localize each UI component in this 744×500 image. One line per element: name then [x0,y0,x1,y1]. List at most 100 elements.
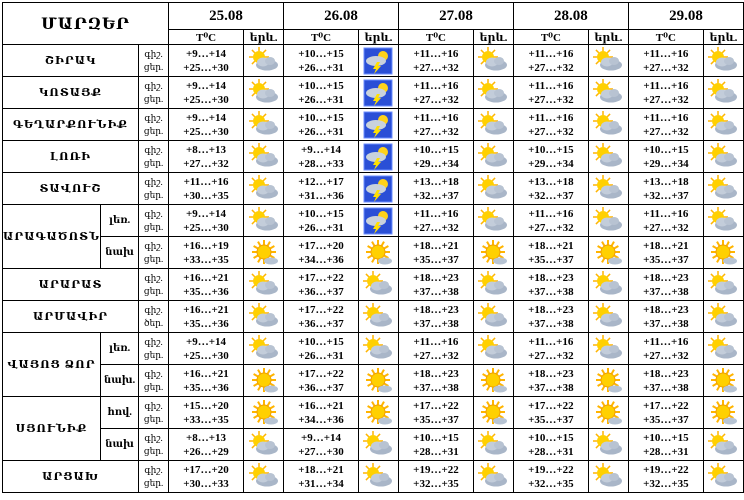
weather-cell [472,396,514,429]
time-label: ցեր. [143,445,164,456]
night-temp: +19…+22 [643,463,689,476]
icon-shape [485,404,501,419]
icon-shape [384,404,390,409]
weather-icon [593,270,623,294]
icon-shape [710,124,715,129]
icon-shape [600,244,616,259]
region-name: ԱՐԱՐԱՏ [1,268,140,301]
icon-shape [601,385,606,391]
weather-cell [357,396,399,429]
icon-shape [710,432,715,437]
night-temp: +12…+17 [298,175,344,188]
icon-shape [480,112,485,117]
icon-shape [595,80,600,85]
icon-shape [595,220,600,225]
night-temp: +17…+22 [298,271,344,284]
weather-icon [363,430,393,454]
icon-shape [607,304,611,309]
day-temp: +27…+32 [528,93,574,106]
day-temp: +31…+36 [298,189,344,202]
day-temp: +37…+38 [413,285,459,298]
time-label: գիշ. [144,368,163,379]
icon-shape [494,88,505,97]
icon-shape [365,476,370,481]
temperature: +19…+22 +32…+35 [397,460,474,493]
icon-shape [722,208,727,213]
temperature: +11…+16 +27…+32 [397,108,474,141]
temperature: +11…+16 +27…+32 [512,332,589,365]
icon-shape [262,144,267,149]
night-temp: +11…+16 [413,79,459,92]
time-label: ցեր. [143,413,164,424]
icon-shape [601,417,606,423]
temperature: +11…+16 +27…+32 [397,332,474,365]
day-temp: +27…+32 [643,93,689,106]
icon-shape [264,88,275,97]
day-temp: +27…+32 [413,349,459,362]
temp-header: T⁰C [397,29,474,45]
temperature: +17…+20 +30…+33 [168,460,245,493]
icon-header: երև. [243,29,285,45]
zone-name: նախ [100,236,140,269]
icon-shape [262,304,267,309]
icon-shape [710,156,715,161]
icon-shape [613,254,620,259]
time-label: ցեր. [143,349,164,360]
time-labels: գիշ. ցեր. [138,396,170,429]
icon-shape [480,80,485,85]
time-label: գիշ. [144,464,163,475]
icon-shape [482,414,488,419]
icon-shape [384,414,390,419]
icon-header: երև. [702,29,744,45]
icon-shape [712,372,718,377]
weather-cell [243,396,285,429]
icon-shape [262,272,267,277]
icon-shape [498,414,505,419]
day-temp: +28…+33 [298,157,344,170]
weather-cell [357,460,399,493]
time-label: ցեր. [143,93,164,104]
icon-shape [595,156,600,161]
night-temp: +11…+16 [528,111,574,124]
night-temp: +8…+13 [186,143,227,156]
day-temp: +32…+37 [413,189,459,202]
weather-icon [251,367,278,392]
temperature: +18…+23 +37…+38 [397,268,474,301]
icon-shape [367,404,373,409]
icon-shape [250,176,255,181]
weather-cell [243,268,285,301]
time-label: գիշ. [144,240,163,251]
temperature: +17…+22 +35…+37 [397,396,474,429]
weather-icon [711,367,738,392]
temperature: +10…+15 +26…+31 [283,44,359,77]
temperature: +10…+15 +29…+34 [512,140,589,173]
day-temp: +35…+37 [528,413,574,426]
weather-icon [593,430,623,454]
icon-shape [609,440,620,449]
icon-shape [365,348,370,353]
icon-shape [492,112,497,117]
icon-shape [262,432,267,437]
time-label: ծեր. [143,317,164,328]
icon-shape [728,382,735,387]
temperature: +18…+23 +37…+38 [627,364,704,397]
night-temp: +17…+22 [298,303,344,316]
night-temp: +10…+15 [413,431,459,444]
region-name: ԱՐԱԳԱԾՈՏՆ [1,204,102,269]
icon-shape [595,48,600,53]
temperature: +10…+15 +29…+34 [627,140,704,173]
weather-cell [243,428,285,461]
icon-shape [480,92,485,97]
day-temp: +27…+32 [643,125,689,138]
weather-icon [366,239,393,264]
day-temp: +35…+36 [183,381,229,394]
day-temp: +27…+32 [528,221,574,234]
temperature: +11…+16 +27…+32 [397,76,474,109]
night-temp: +10…+15 [298,207,344,220]
icon-shape [715,372,731,387]
icon-shape [601,368,606,374]
icon-shape [710,176,715,181]
weather-cell [357,236,399,269]
night-temp: +16…+21 [183,303,229,316]
icon-shape [609,184,620,193]
